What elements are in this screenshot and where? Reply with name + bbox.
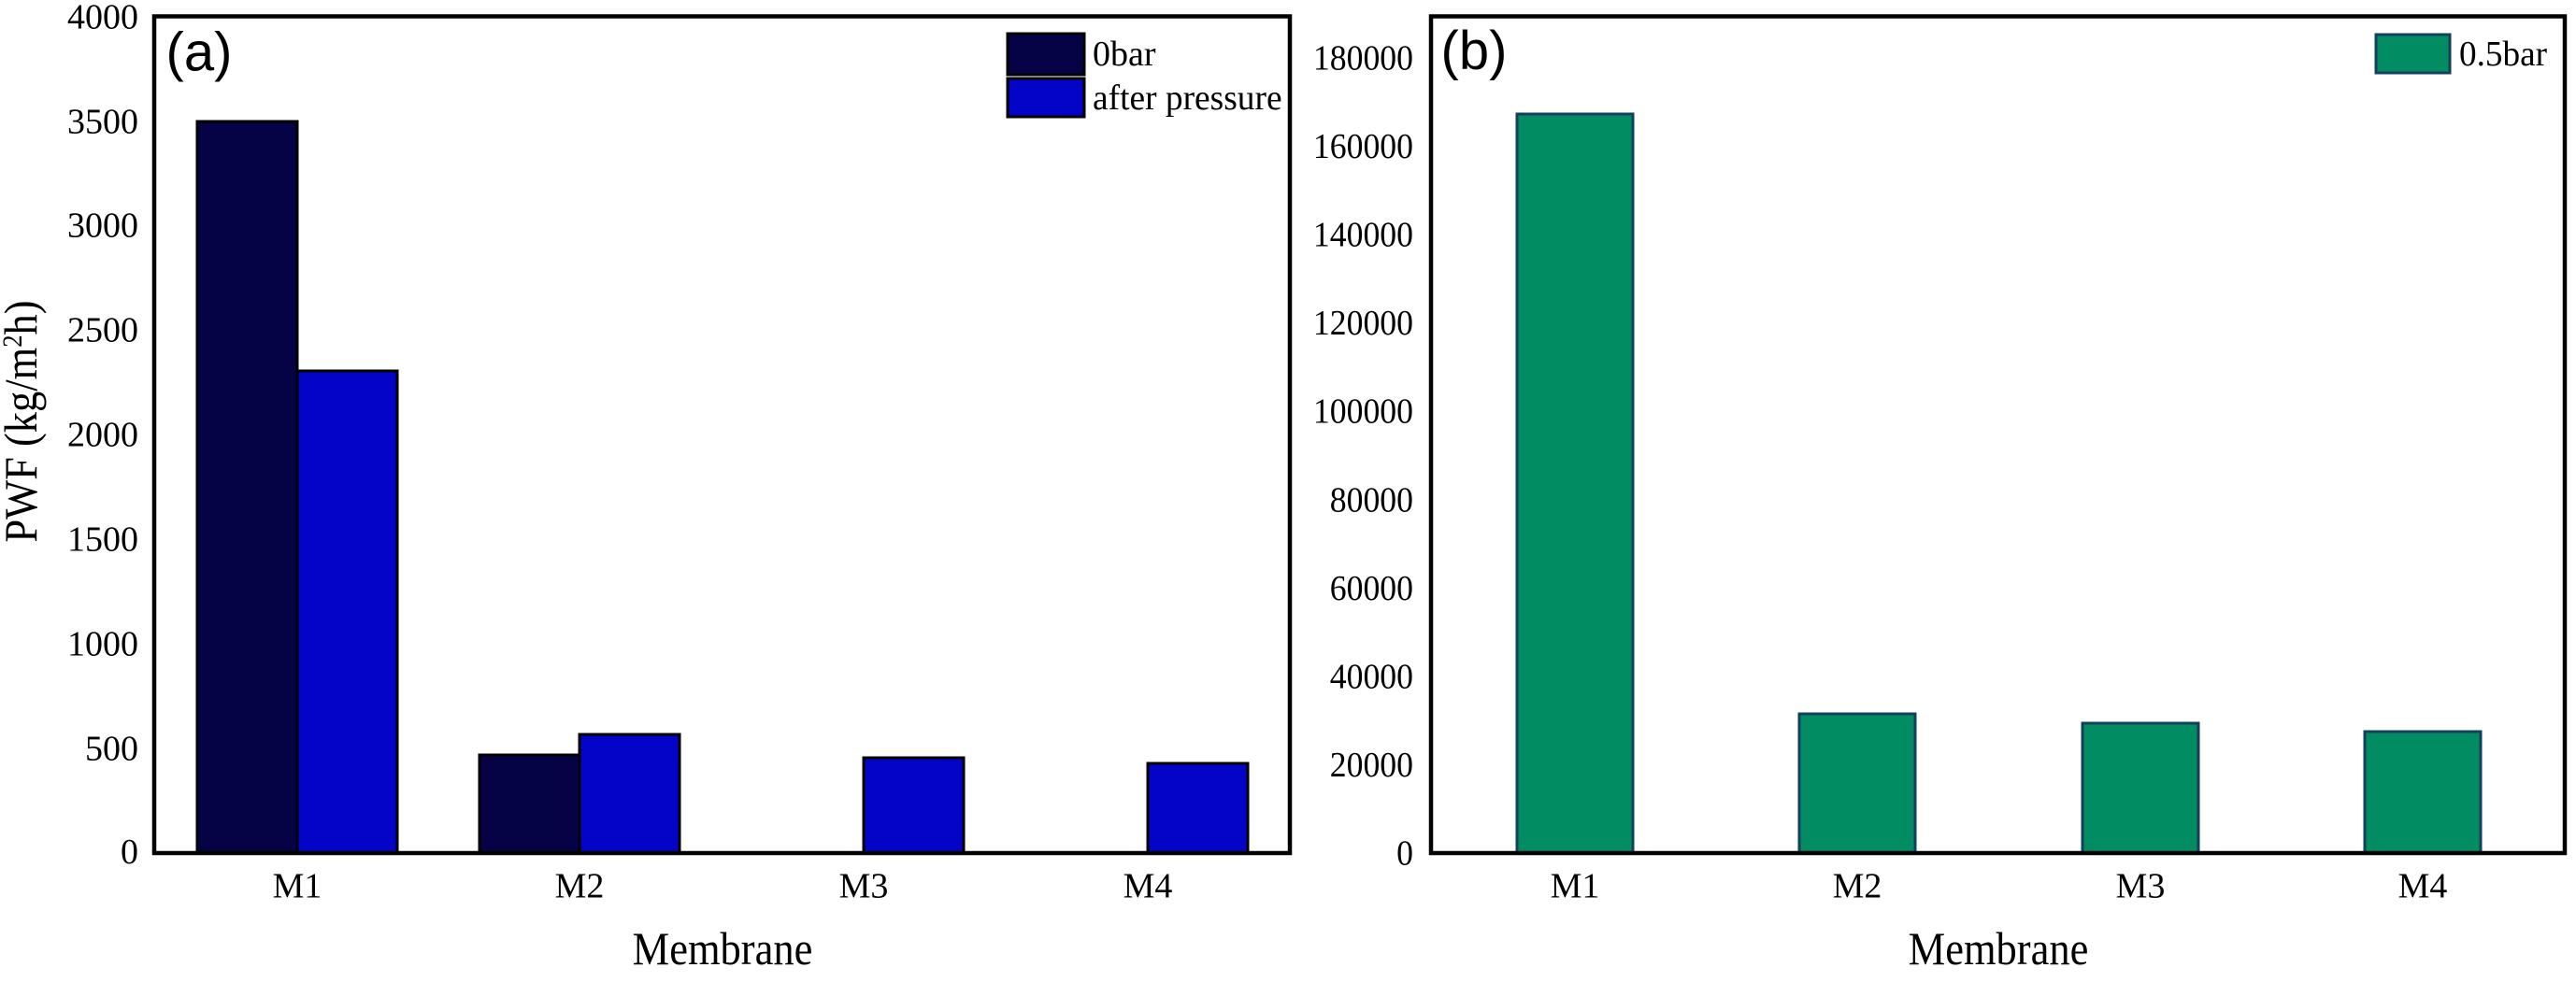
svg-text:(b): (b)	[1441, 21, 1508, 81]
svg-text:40000: 40000	[1330, 656, 1413, 695]
svg-text:60000: 60000	[1330, 568, 1413, 607]
svg-text:3500: 3500	[67, 103, 138, 142]
svg-text:M2: M2	[555, 867, 605, 906]
svg-text:M1: M1	[1551, 867, 1600, 906]
svg-text:M4: M4	[1123, 867, 1173, 906]
svg-text:140000: 140000	[1313, 214, 1413, 253]
svg-text:M3: M3	[2116, 867, 2166, 906]
svg-text:0: 0	[121, 833, 138, 872]
svg-text:M1: M1	[273, 867, 322, 906]
svg-text:1000: 1000	[67, 625, 138, 664]
svg-text:M4: M4	[2398, 867, 2448, 906]
svg-text:3000: 3000	[67, 206, 138, 246]
svg-text:Membrane: Membrane	[633, 924, 813, 975]
svg-text:2500: 2500	[67, 311, 138, 350]
svg-text:0.5bar: 0.5bar	[2459, 35, 2548, 74]
svg-text:0: 0	[1396, 833, 1413, 872]
svg-text:500: 500	[85, 730, 138, 769]
svg-text:Membrane: Membrane	[1909, 924, 2089, 975]
svg-text:M3: M3	[839, 867, 889, 906]
svg-text:M2: M2	[1833, 867, 1882, 906]
svg-text:80000: 80000	[1330, 479, 1413, 519]
svg-text:20000: 20000	[1330, 745, 1413, 784]
svg-text:120000: 120000	[1313, 303, 1413, 342]
svg-text:4000: 4000	[67, 0, 138, 37]
svg-text:180000: 180000	[1313, 37, 1413, 77]
svg-text:100000: 100000	[1313, 391, 1413, 430]
svg-text:after pressure: after pressure	[1093, 78, 1282, 118]
svg-text:1500: 1500	[67, 520, 138, 560]
svg-text:(a): (a)	[166, 22, 233, 83]
svg-text:160000: 160000	[1313, 126, 1413, 165]
svg-text:2000: 2000	[67, 416, 138, 455]
svg-text:0bar: 0bar	[1093, 35, 1156, 74]
